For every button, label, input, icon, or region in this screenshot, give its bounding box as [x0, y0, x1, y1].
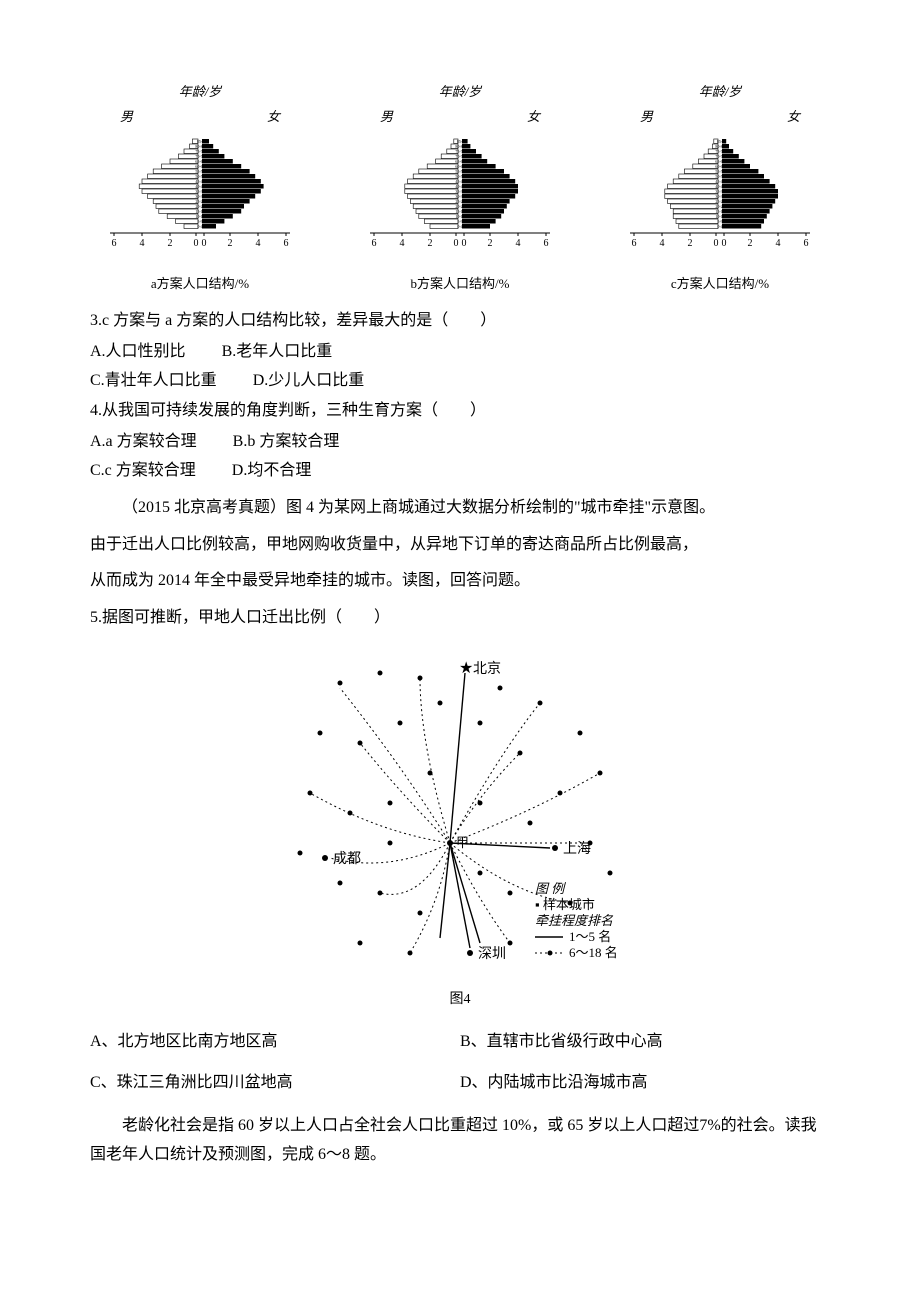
svg-text:上海: 上海: [563, 841, 591, 857]
pyramid-c: 年龄/岁男女85+80-8475-7970-7465-6960-6455-595…: [610, 80, 830, 295]
q3-opt-c: C.青壮年人口比重: [90, 367, 217, 396]
q5-opt-c: C、珠江三角洲比四川盆地高: [90, 1069, 460, 1098]
q3-options-row1: A.人口性别比 B.老年人口比重: [90, 338, 830, 367]
q4-stem: 4.从我国可持续发展的角度判断，三种生育方案（ ）: [90, 397, 830, 426]
pyramid-mf-labels: 男女: [350, 105, 570, 128]
svg-text:0-4: 0-4: [457, 224, 462, 229]
svg-text:成都: 成都: [333, 851, 361, 867]
map-figure: 甲 ★北京上海成都深圳 图 例▪ 样本城市牵挂程度排名1～5 名6～18 名 图4: [90, 643, 830, 1012]
svg-text:6: 6: [284, 238, 289, 249]
pyramid-svg: 85+80-8475-7970-7465-6960-6455-5950-5445…: [610, 129, 830, 259]
svg-text:★: ★: [459, 660, 473, 677]
svg-text:4: 4: [660, 238, 665, 249]
q4-opt-a: A.a 方案较合理: [90, 428, 197, 457]
svg-text:牵挂程度排名: 牵挂程度排名: [535, 913, 614, 928]
pyramid-mf-labels: 男女: [90, 105, 310, 128]
svg-text:6: 6: [632, 238, 637, 249]
svg-text:图 例: 图 例: [535, 881, 566, 896]
pyramid-svg: 85+80-8475-7970-7465-6960-6455-5950-5445…: [90, 129, 310, 259]
q5-stem: 5.据图可推断，甲地人口迁出比例（ ）: [90, 604, 830, 633]
svg-text:0-4: 0-4: [197, 224, 202, 229]
passage1-p3: 从而成为 2014 年全中最受异地牵挂的城市。读图，回答问题。: [90, 567, 830, 596]
map-caption: 图4: [90, 987, 830, 1012]
pyramid-mf-labels: 男女: [610, 105, 830, 128]
pyramid-a: 年龄/岁男女85+80-8475-7970-7465-6960-6455-595…: [90, 80, 310, 295]
q3-opt-d: D.少儿人口比重: [253, 367, 365, 396]
svg-text:0: 0: [462, 238, 467, 249]
pyramid-caption: c方案人口结构/%: [610, 272, 830, 295]
svg-text:4: 4: [776, 238, 781, 249]
passage2: 老龄化社会是指 60 岁以上人口占全社会人口比重超过 10%，或 65 岁以上人…: [90, 1112, 830, 1170]
q5-opt-b: B、直辖市比省级行政中心高: [460, 1028, 830, 1057]
svg-text:0: 0: [454, 238, 459, 249]
q5-options: A、北方地区比南方地区高 B、直辖市比省级行政中心高 C、珠江三角洲比四川盆地高…: [90, 1022, 830, 1104]
q3-options-row2: C.青壮年人口比重 D.少儿人口比重: [90, 367, 830, 396]
svg-text:0-4: 0-4: [717, 224, 722, 229]
svg-text:2: 2: [748, 238, 753, 249]
svg-text:2: 2: [488, 238, 493, 249]
pyramid-age-title: 年龄/岁: [350, 80, 570, 103]
svg-text:6: 6: [544, 238, 549, 249]
q5-opt-a: A、北方地区比南方地区高: [90, 1028, 460, 1057]
q4-opt-c: C.c 方案较合理: [90, 457, 196, 486]
svg-text:2: 2: [228, 238, 233, 249]
map-svg: 甲 ★北京上海成都深圳 图 例▪ 样本城市牵挂程度排名1～5 名6～18 名: [280, 643, 640, 983]
svg-text:2: 2: [428, 238, 433, 249]
q4-options-row2: C.c 方案较合理 D.均不合理: [90, 457, 830, 486]
q3-opt-b: B.老年人口比重: [222, 338, 333, 367]
svg-text:4: 4: [140, 238, 145, 249]
svg-text:1～5 名: 1～5 名: [569, 929, 611, 944]
svg-text:0: 0: [714, 238, 719, 249]
pyramid-svg: 85+80-8475-7970-7465-6960-6455-5950-5445…: [350, 129, 570, 259]
pyramid-caption: a方案人口结构/%: [90, 272, 310, 295]
svg-text:0: 0: [202, 238, 207, 249]
svg-text:6: 6: [372, 238, 377, 249]
svg-text:深圳: 深圳: [478, 946, 506, 962]
svg-text:甲: 甲: [456, 835, 469, 850]
pyramid-b: 年龄/岁男女85+80-8475-7970-7465-6960-6455-595…: [350, 80, 570, 295]
q4-opt-d: D.均不合理: [232, 457, 312, 486]
pyramid-age-title: 年龄/岁: [90, 80, 310, 103]
svg-text:0: 0: [722, 238, 727, 249]
population-pyramids-row: 年龄/岁男女85+80-8475-7970-7465-6960-6455-595…: [90, 80, 830, 295]
q4-opt-b: B.b 方案较合理: [233, 428, 340, 457]
passage1-p2: 由于迁出人口比例较高，甲地网购收货量中，从异地下订单的寄达商品所占比例最高，: [90, 531, 830, 560]
svg-text:6: 6: [112, 238, 117, 249]
svg-text:6: 6: [804, 238, 809, 249]
q4-options-row1: A.a 方案较合理 B.b 方案较合理: [90, 428, 830, 457]
pyramid-caption: b方案人口结构/%: [350, 272, 570, 295]
svg-text:4: 4: [256, 238, 261, 249]
svg-text:6～18 名: 6～18 名: [569, 945, 618, 960]
passage1-p1: （2015 北京高考真题）图 4 为某网上商城通过大数据分析绘制的"城市牵挂"示…: [90, 494, 830, 523]
q5-opt-d: D、内陆城市比沿海城市高: [460, 1069, 830, 1098]
svg-text:4: 4: [400, 238, 405, 249]
svg-text:0: 0: [194, 238, 199, 249]
pyramid-age-title: 年龄/岁: [610, 80, 830, 103]
svg-text:北京: 北京: [473, 661, 501, 677]
svg-text:2: 2: [688, 238, 693, 249]
q3-opt-a: A.人口性别比: [90, 338, 186, 367]
q3-stem: 3.c 方案与 a 方案的人口结构比较，差异最大的是（ ）: [90, 307, 830, 336]
svg-text:2: 2: [168, 238, 173, 249]
svg-text:▪ 样本城市: ▪ 样本城市: [535, 897, 595, 912]
svg-text:4: 4: [516, 238, 521, 249]
